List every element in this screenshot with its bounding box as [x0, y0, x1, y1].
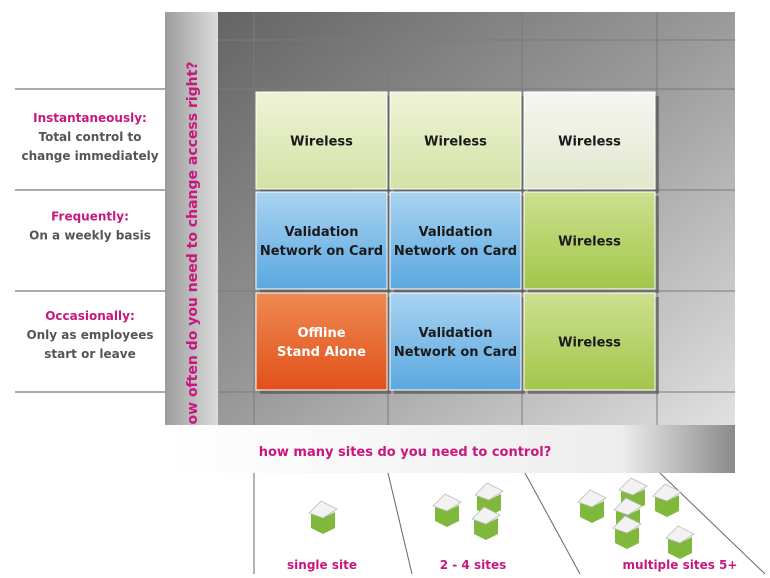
- cell-label: Wireless: [558, 336, 621, 351]
- cell-label: Wireless: [558, 235, 621, 250]
- cell-label: Validation: [285, 225, 359, 240]
- house-roof: [652, 483, 682, 502]
- house-wall: [435, 505, 459, 527]
- column-label: 2 - 4 sites: [440, 558, 507, 572]
- house-roof: [618, 477, 648, 496]
- y-axis-bar: [165, 12, 218, 425]
- column-label: single site: [287, 558, 357, 572]
- cell-label: Stand Alone: [277, 345, 366, 360]
- cell-label: Validation: [419, 326, 493, 341]
- cell-label: Wireless: [558, 135, 621, 150]
- cell: [523, 191, 656, 290]
- x-axis-bar: [165, 425, 735, 473]
- house-roof: [471, 506, 501, 525]
- cell-label: Network on Card: [394, 345, 517, 360]
- y-axis-label: how often do you need to change access r…: [185, 62, 201, 435]
- house-roof: [432, 493, 462, 512]
- house-wall: [580, 501, 604, 523]
- cell-label: Wireless: [290, 135, 353, 150]
- house-roof: [577, 489, 607, 508]
- house-roof: [665, 525, 695, 544]
- cell-label: Validation: [419, 225, 493, 240]
- row-title: Frequently:: [51, 210, 129, 224]
- x-axis-label: how many sites do you need to control?: [259, 445, 552, 460]
- house-roof: [308, 500, 338, 519]
- house-roof: [612, 515, 642, 534]
- row-separators: [15, 88, 165, 393]
- cell: [523, 91, 656, 190]
- house-wall: [311, 512, 335, 534]
- house-wall: [655, 495, 679, 517]
- cell: [255, 91, 388, 190]
- cell-label: Network on Card: [260, 244, 383, 259]
- row-title: Instantaneously:: [33, 111, 147, 125]
- house-icons: [308, 477, 695, 559]
- cell: [389, 191, 522, 290]
- row-description: On a weekly basis: [29, 229, 151, 243]
- cell: [523, 292, 656, 391]
- row-description: Total control to: [38, 130, 141, 144]
- row-description: change immediately: [21, 149, 158, 163]
- house-wall: [474, 518, 498, 540]
- cell: [255, 292, 388, 391]
- cell: [389, 292, 522, 391]
- cell: [389, 91, 522, 190]
- row-description: start or leave: [44, 347, 135, 361]
- row-description: Only as employees: [26, 328, 153, 342]
- row-title: Occasionally:: [45, 309, 135, 323]
- cell-label: Wireless: [424, 135, 487, 150]
- house-roof: [613, 497, 643, 516]
- house-wall: [668, 537, 692, 559]
- cell-label: Offline: [297, 326, 345, 341]
- house-wall: [615, 527, 639, 549]
- column-label: multiple sites 5+: [623, 558, 738, 572]
- cell: [255, 191, 388, 290]
- house-roof: [474, 482, 504, 501]
- cell-label: Network on Card: [394, 244, 517, 259]
